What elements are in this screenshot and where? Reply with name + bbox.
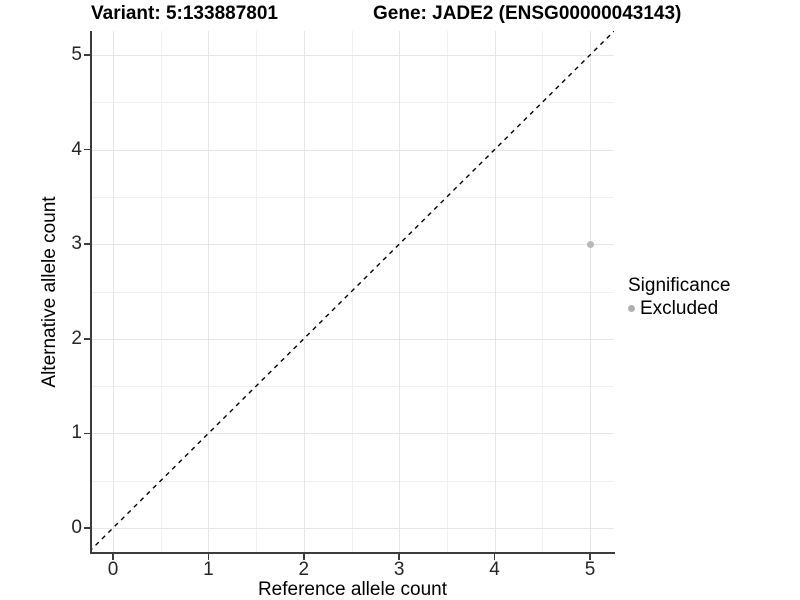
x-axis-title: Reference allele count	[257, 579, 448, 600]
x-tick-label: 1	[203, 559, 214, 580]
identity-dashed-line	[92, 31, 614, 550]
y-tick-mark	[84, 338, 90, 340]
legend-label: Excluded	[640, 297, 719, 319]
x-axis-line	[90, 552, 615, 554]
gridline	[92, 291, 614, 293]
x-tick-mark	[589, 554, 591, 560]
plot-title-variant: Variant: 5:133887801	[91, 3, 278, 24]
x-tick-mark	[303, 554, 305, 560]
x-tick-label: 3	[393, 559, 405, 580]
plot-title-gene: Gene: JADE2 (ENSG00000043143)	[373, 3, 682, 24]
y-axis-title: Alternative allele count	[39, 196, 60, 388]
x-tick-mark	[112, 554, 114, 560]
x-tick-mark	[493, 554, 496, 560]
y-tick-label: 0	[71, 517, 82, 538]
legend-title: Significance	[628, 275, 731, 296]
y-tick-mark	[84, 527, 90, 529]
gridline	[494, 31, 496, 552]
gridline	[399, 31, 401, 552]
x-tick-label: 5	[584, 559, 596, 580]
x-tick-label: 0	[107, 559, 119, 580]
y-tick-mark	[84, 54, 90, 56]
y-tick-label: 4	[71, 138, 82, 160]
gridline	[92, 480, 614, 482]
scatter-point	[586, 240, 594, 248]
gridline	[92, 386, 614, 388]
legend-entries: Excluded	[628, 297, 730, 320]
y-tick-label: 3	[71, 233, 82, 255]
gridline	[590, 31, 591, 552]
x-tick-label: 2	[298, 559, 310, 580]
legend: Significance Excluded	[628, 274, 730, 320]
gridline	[92, 244, 614, 246]
y-tick-mark	[84, 148, 90, 151]
x-tick-mark	[207, 554, 210, 560]
y-tick-mark	[84, 243, 90, 245]
y-tick-mark	[84, 432, 90, 435]
gridline	[92, 528, 614, 529]
gridline	[92, 102, 614, 104]
y-tick-label: 5	[71, 44, 82, 65]
gridline	[208, 31, 210, 552]
x-tick-label: 4	[489, 559, 500, 580]
gridline	[113, 31, 114, 552]
legend-point-icon	[628, 305, 635, 312]
gridline	[303, 31, 305, 552]
plot-panel	[92, 31, 614, 552]
gridline	[92, 433, 614, 435]
gridline	[92, 196, 614, 198]
gridline	[92, 55, 614, 56]
gridline	[92, 149, 614, 151]
legend-entry: Excluded	[628, 297, 730, 320]
y-tick-label: 2	[71, 327, 82, 349]
x-tick-mark	[398, 554, 400, 560]
y-tick-label: 1	[71, 422, 82, 444]
gridline	[92, 338, 614, 340]
y-axis-line	[90, 31, 92, 554]
